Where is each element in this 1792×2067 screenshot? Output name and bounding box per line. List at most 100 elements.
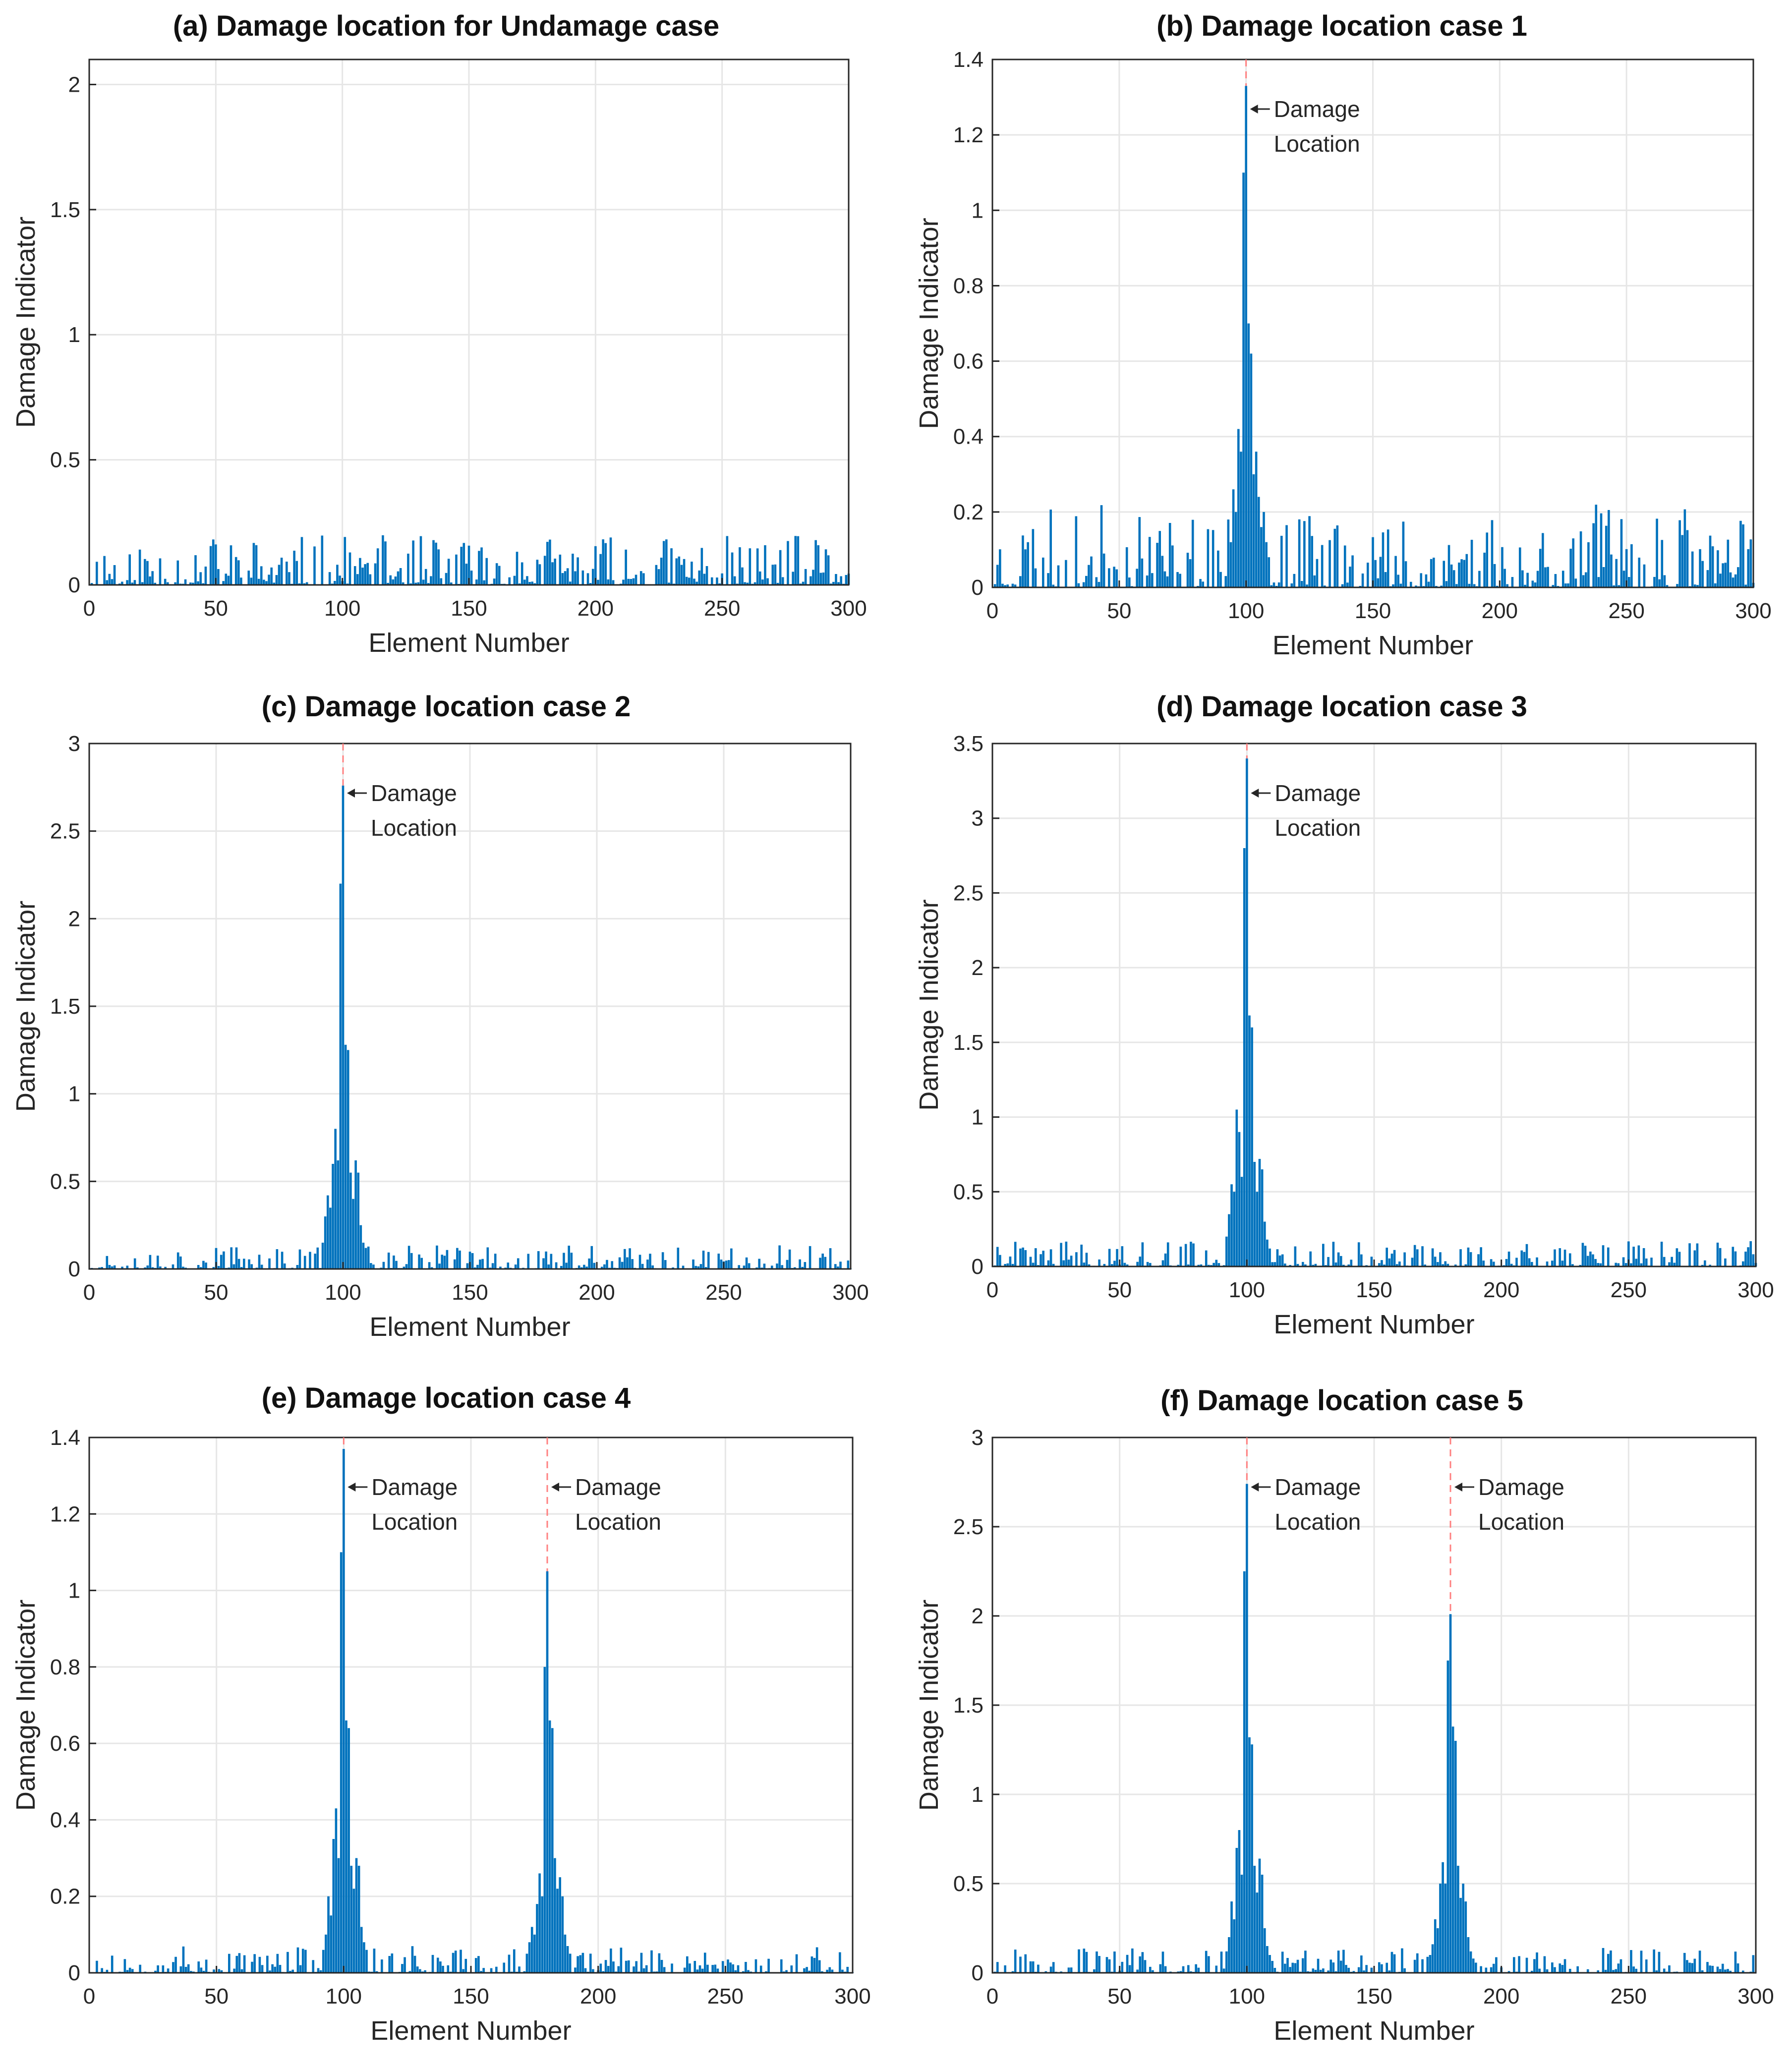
bar: [427, 583, 430, 585]
bar: [1311, 536, 1314, 587]
bar: [498, 566, 501, 585]
bar: [340, 1552, 343, 1973]
bar: [1568, 1968, 1571, 1973]
y-tick-label: 0.2: [50, 1885, 80, 1909]
bar: [1197, 1264, 1200, 1266]
bar: [131, 1969, 134, 1973]
bar: [542, 1258, 545, 1269]
bar: [597, 579, 599, 585]
bar: [1627, 577, 1630, 587]
bar: [1505, 1259, 1508, 1266]
bar: [1403, 1968, 1406, 1973]
bar: [819, 573, 822, 585]
bar: [452, 1952, 455, 1973]
bar: [612, 1961, 615, 1973]
bar: [1472, 1958, 1475, 1973]
bar: [1004, 585, 1006, 587]
bar: [1024, 549, 1027, 587]
bar: [459, 1250, 461, 1269]
bar: [1108, 1249, 1111, 1266]
bar: [1263, 1221, 1266, 1266]
bar: [794, 1267, 796, 1269]
bar: [499, 1266, 502, 1269]
chart-title: (a) Damage location for Undamage case: [173, 10, 719, 42]
bar: [554, 558, 556, 585]
y-axis-label: Damage Indicator: [11, 217, 41, 428]
bar: [1587, 542, 1590, 587]
y-tick-label: 0.4: [50, 1808, 80, 1832]
bar: [230, 1247, 233, 1269]
bar: [1336, 525, 1339, 587]
bar: [133, 580, 136, 585]
bar: [703, 1952, 706, 1973]
bar: [1195, 1964, 1197, 1973]
bar: [670, 548, 673, 585]
bar: [1366, 563, 1369, 587]
bar: [1409, 581, 1412, 587]
bar: [1443, 561, 1445, 587]
bar: [1717, 550, 1719, 587]
bar: [1095, 577, 1098, 587]
bar: [528, 581, 531, 585]
bar: [438, 1263, 441, 1269]
bar: [1164, 1253, 1167, 1266]
bar: [1296, 1959, 1299, 1973]
bar: [1278, 1255, 1281, 1266]
bar: [639, 571, 642, 585]
bar: [1019, 576, 1022, 587]
bar: [829, 1248, 832, 1269]
bar: [1388, 1970, 1391, 1973]
x-axis-label: Element Number: [370, 2016, 571, 2046]
bar: [1078, 1949, 1080, 1973]
bar: [275, 575, 278, 585]
bar: [1492, 1262, 1495, 1266]
bar: [1215, 1965, 1218, 1973]
bar: [296, 1264, 299, 1269]
bar: [480, 1971, 482, 1973]
bar: [1554, 574, 1557, 587]
bar: [812, 570, 814, 585]
bar: [1386, 1248, 1388, 1266]
bar: [1660, 1242, 1663, 1266]
bar: [108, 574, 111, 585]
y-tick-label: 0.2: [953, 500, 983, 524]
bar: [662, 541, 665, 585]
bar: [1404, 561, 1407, 587]
bar: [190, 1971, 192, 1973]
bar: [443, 1256, 446, 1269]
bar: [270, 567, 273, 585]
bar: [430, 1267, 433, 1269]
bar: [1261, 1875, 1264, 1973]
bar: [1205, 1250, 1208, 1266]
x-axis-label: Element Number: [1272, 631, 1473, 660]
bar: [393, 1255, 395, 1269]
bar: [1115, 569, 1118, 587]
bar: [1235, 1109, 1238, 1266]
chart-title: (d) Damage location case 3: [1156, 690, 1527, 723]
bar: [1270, 585, 1273, 587]
bar: [1420, 573, 1423, 587]
bar: [1546, 1261, 1549, 1266]
bar: [476, 1264, 479, 1269]
bar: [514, 1264, 517, 1269]
bar: [430, 576, 432, 585]
bar: [1706, 570, 1709, 587]
bar: [1062, 1260, 1065, 1266]
bar: [1293, 574, 1296, 587]
bar: [1065, 560, 1067, 587]
bar: [399, 568, 402, 585]
bar: [1653, 576, 1656, 587]
bar: [1251, 1744, 1253, 1973]
damage-annotation-line2: Location: [1478, 1509, 1564, 1535]
bar: [1551, 1261, 1554, 1266]
y-tick-label: 2: [972, 1604, 983, 1628]
bar: [408, 1971, 411, 1973]
bar: [1676, 1248, 1678, 1266]
bar: [1357, 1967, 1360, 1973]
bar: [128, 1967, 131, 1973]
bar: [1480, 1247, 1482, 1266]
bar: [420, 1258, 423, 1269]
bar: [1426, 1956, 1429, 1973]
bar: [780, 1959, 783, 1973]
damage-arrow-head: [1454, 1483, 1462, 1492]
